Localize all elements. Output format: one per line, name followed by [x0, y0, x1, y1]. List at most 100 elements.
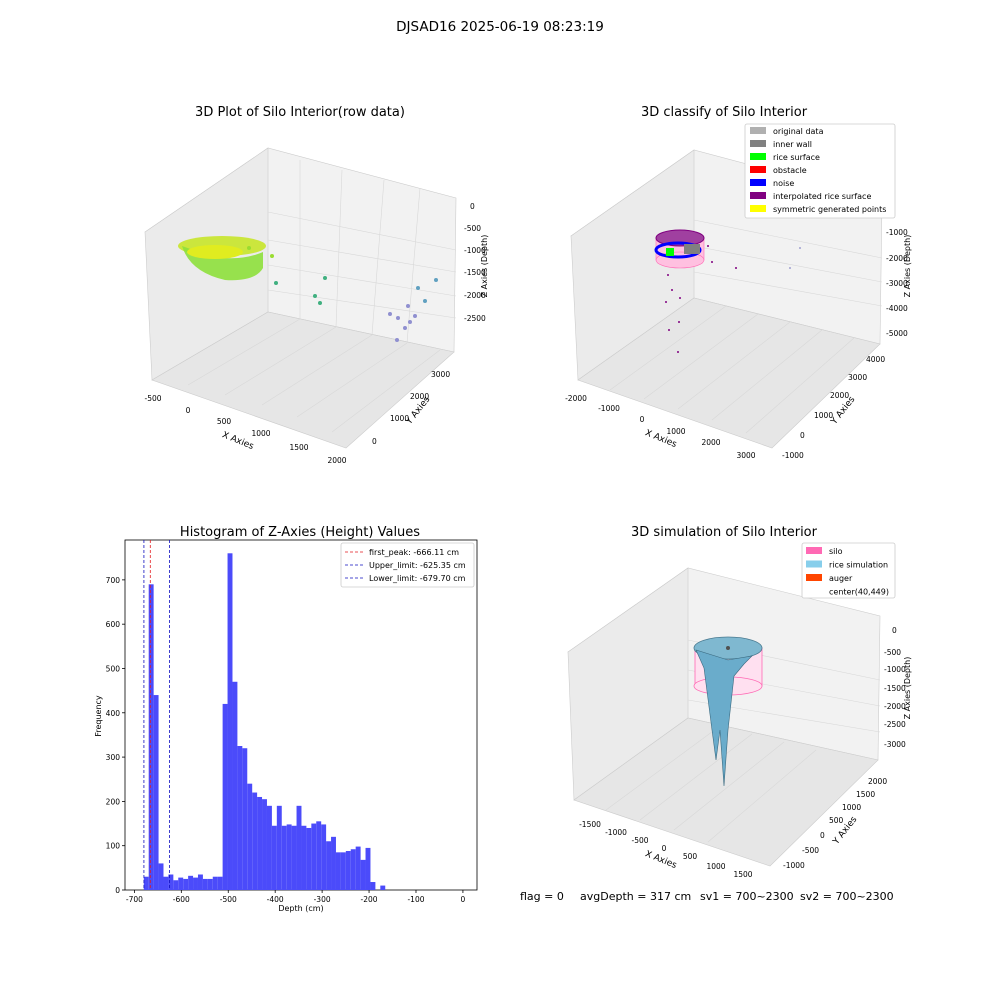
panel1-yticks: 0 1000 2000 3000 — [372, 370, 450, 446]
panel2-yticks: -1000 0 1000 2000 3000 4000 — [782, 355, 885, 460]
footer-flag: flag = 0 — [520, 890, 564, 903]
panel1-zticks: 0 -500 -1000 -1500 -2000 -2500 — [464, 202, 486, 323]
panel2-zticks: -1000 -2000 -3000 -4000 -5000 — [886, 228, 908, 338]
histogram-xtick-label: -600 — [173, 895, 190, 904]
histogram-bar — [291, 825, 297, 890]
histogram-bar — [365, 847, 371, 890]
histogram-bar — [163, 876, 169, 890]
histogram-bar — [232, 681, 238, 890]
panel4-legend: silo rice simulation auger center(40,449) — [801, 542, 896, 599]
panel-simulation-3d: 3D simulation of Silo Interior silo rice … — [567, 525, 912, 879]
svg-text:-1000: -1000 — [605, 828, 627, 837]
panel4-title: 3D simulation of Silo Interior — [631, 525, 818, 540]
histogram-yticks: 0 100 200 300 400 500 600 700 — [106, 576, 125, 895]
panel1-pane-floor — [151, 311, 455, 449]
svg-text:0: 0 — [662, 844, 667, 853]
svg-text:-1000: -1000 — [886, 228, 908, 237]
svg-text:1000: 1000 — [842, 803, 861, 812]
svg-text:-1000: -1000 — [464, 246, 486, 255]
panel2-legend-label: inner wall — [773, 140, 812, 149]
panel2-legend-label: noise — [773, 179, 794, 188]
svg-text:500: 500 — [217, 417, 232, 426]
svg-text:500: 500 — [683, 852, 698, 861]
panel4-center-marker — [726, 646, 730, 650]
panel2-legend-label: original data — [773, 127, 824, 136]
panel2-zlabel: Z Axies (Depth) — [903, 235, 912, 298]
svg-text:-4000: -4000 — [886, 304, 908, 313]
svg-text:1500: 1500 — [289, 443, 308, 452]
histogram-bar — [355, 846, 361, 890]
histogram-bar — [296, 805, 302, 890]
panel2-silo-cylinder — [654, 229, 705, 269]
histogram-bar — [183, 878, 189, 890]
histogram-bar — [237, 746, 243, 890]
histogram-bar — [286, 824, 292, 890]
svg-text:-500: -500 — [631, 836, 648, 845]
histogram-title: Histogram of Z-Axies (Height) Values — [180, 525, 420, 540]
svg-text:-2000: -2000 — [464, 291, 486, 300]
svg-text:-2000: -2000 — [565, 394, 587, 403]
histogram-xtick-label: -300 — [314, 895, 331, 904]
panel1-gridlines — [187, 160, 457, 433]
panel1-scatter-points — [247, 246, 438, 342]
panel4-legend-label: center(40,449) — [829, 588, 889, 597]
svg-text:-500: -500 — [464, 224, 481, 233]
histogram-ytick-label: 400 — [106, 709, 121, 718]
svg-text:0: 0 — [820, 831, 825, 840]
histogram-bar — [227, 553, 233, 890]
histogram-bar — [340, 852, 346, 890]
panel-raw-data-3d: 3D Plot of Silo Interior(row data) — [144, 105, 489, 465]
svg-text:1000: 1000 — [706, 862, 725, 871]
svg-text:1500: 1500 — [856, 790, 875, 799]
histogram-bar — [311, 823, 317, 890]
histogram-xtick-label: -500 — [220, 895, 237, 904]
histogram-xtick-label: 0 — [461, 895, 466, 904]
histogram-ytick-label: 0 — [115, 886, 120, 895]
histogram-bar — [360, 859, 366, 890]
histogram-bar — [350, 849, 356, 890]
svg-text:1000: 1000 — [814, 411, 833, 420]
svg-text:-500: -500 — [144, 394, 161, 403]
svg-text:1000: 1000 — [666, 427, 685, 436]
histogram-bar — [252, 792, 258, 890]
histogram-bar — [202, 878, 208, 890]
panel4-zticks: 0 -500 -1000 -1500 -2000 -2500 -3000 — [884, 626, 906, 749]
svg-text:1000: 1000 — [390, 414, 409, 423]
svg-text:-1000: -1000 — [598, 404, 620, 413]
panel4-yticks: -1000 -500 0 500 1000 1500 2000 — [783, 777, 887, 870]
svg-text:-2000: -2000 — [884, 702, 906, 711]
histogram-xtick-label: -200 — [361, 895, 378, 904]
histogram-bar — [370, 882, 376, 890]
histogram-bar — [222, 703, 228, 890]
panel2-legend-swatch — [750, 127, 766, 134]
svg-text:500: 500 — [829, 816, 844, 825]
histogram-bars — [143, 553, 386, 890]
figure-title: DJSAD16 2025-06-19 08:23:19 — [396, 19, 604, 35]
panel1-point-cloud-inner — [187, 245, 243, 259]
footer-sv2: sv2 = 700~2300 — [800, 890, 894, 903]
histogram-ytick-label: 500 — [106, 664, 121, 673]
svg-text:2000: 2000 — [830, 391, 849, 400]
histogram-xtick-label: -700 — [126, 895, 143, 904]
histogram-bar — [188, 875, 194, 890]
svg-text:-1000: -1000 — [884, 665, 906, 674]
panel2-gridlines — [609, 219, 883, 434]
svg-text:-1500: -1500 — [579, 820, 601, 829]
histogram-bar — [271, 825, 277, 890]
panel4-legend-label: silo — [829, 547, 843, 556]
histogram-bar — [281, 825, 287, 890]
histogram-bar — [326, 841, 332, 890]
panel4-legend-swatch — [806, 547, 822, 554]
histogram-bar — [266, 805, 272, 890]
histogram-bar — [173, 880, 179, 890]
panel2-title: 3D classify of Silo Interior — [641, 105, 808, 120]
svg-text:2000: 2000 — [410, 392, 429, 401]
panel1-xlabel: X Axies — [220, 430, 255, 452]
histogram-bar — [306, 827, 312, 890]
histogram-bar — [301, 825, 307, 890]
histogram-bar — [276, 805, 282, 890]
panel4-legend-swatch — [806, 574, 822, 581]
panel2-scatter-points — [665, 245, 801, 353]
panel2-legend-swatch — [750, 192, 766, 199]
